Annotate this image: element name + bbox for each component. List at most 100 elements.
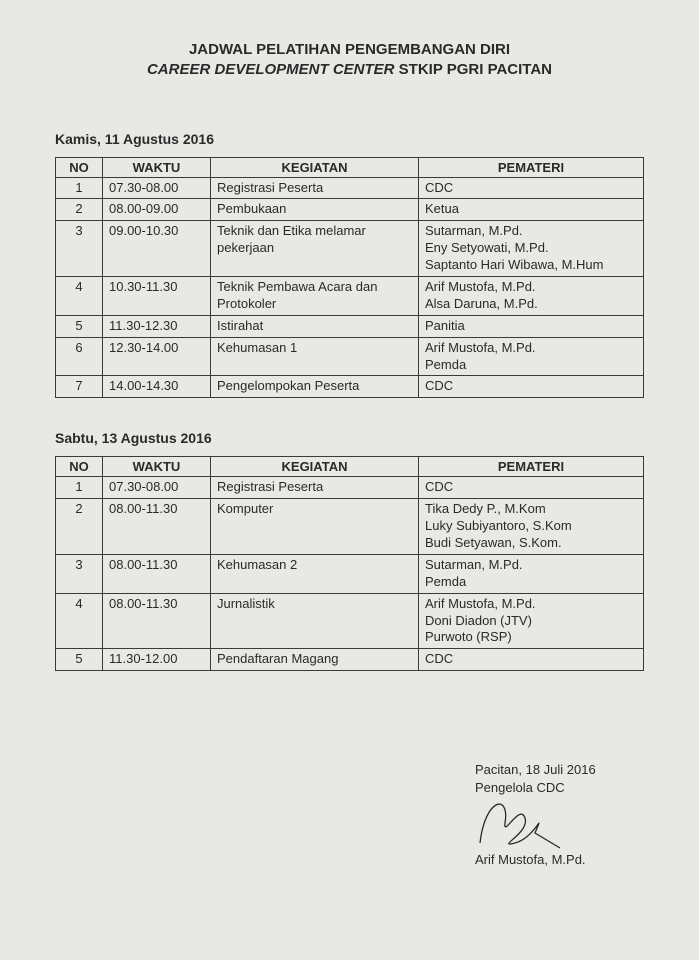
cell-waktu: 12.30-14.00 bbox=[103, 337, 211, 376]
cell-line: Jurnalistik bbox=[217, 596, 412, 613]
cell-line: Teknik dan Etika melamar bbox=[217, 223, 412, 240]
table-row: 208.00-09.00 Pembukaan Ketua bbox=[56, 199, 644, 221]
cell-line: CDC bbox=[425, 378, 637, 395]
cell-pemateri: CDC bbox=[419, 376, 644, 398]
day2-table: NO WAKTU KEGIATAN PEMATERI 107.30-08.00R… bbox=[55, 456, 644, 671]
col-kegiatan: KEGIATAN bbox=[211, 157, 419, 177]
table-row: 511.30-12.30 Istirahat Panitia bbox=[56, 315, 644, 337]
cell-line: Pemda bbox=[425, 357, 637, 374]
cell-no: 5 bbox=[56, 315, 103, 337]
cell-pemateri: Arif Mustofa, M.Pd.Pemda bbox=[419, 337, 644, 376]
cell-line: Protokoler bbox=[217, 296, 412, 313]
cell-line: Kehumasan 2 bbox=[217, 557, 412, 574]
cell-line: Tika Dedy P., M.Kom bbox=[425, 501, 637, 518]
cell-kegiatan: Teknik Pembawa Acara danProtokoler bbox=[211, 276, 419, 315]
cell-waktu: 10.30-11.30 bbox=[103, 276, 211, 315]
cell-no: 4 bbox=[56, 276, 103, 315]
cell-line: Kehumasan 1 bbox=[217, 340, 412, 357]
cell-waktu: 11.30-12.00 bbox=[103, 649, 211, 671]
cell-line: Arif Mustofa, M.Pd. bbox=[425, 596, 637, 613]
cell-waktu: 11.30-12.30 bbox=[103, 315, 211, 337]
cell-line: CDC bbox=[425, 180, 637, 197]
cell-waktu: 09.00-10.30 bbox=[103, 221, 211, 277]
cell-line: Luky Subiyantoro, S.Kom bbox=[425, 518, 637, 535]
cell-no: 1 bbox=[56, 477, 103, 499]
cell-line: Panitia bbox=[425, 318, 637, 335]
day2-date: Sabtu, 13 Agustus 2016 bbox=[55, 430, 644, 446]
cell-line: Istirahat bbox=[217, 318, 412, 335]
table-row: 107.30-08.00Registrasi PesertaCDC bbox=[56, 477, 644, 499]
col-kegiatan: KEGIATAN bbox=[211, 457, 419, 477]
signature-place-date: Pacitan, 18 Juli 2016 bbox=[475, 761, 644, 779]
table-row: 714.00-14.30 Pengelompokan Peserta CDC bbox=[56, 376, 644, 398]
table-row: 308.00-11.30Kehumasan 2Sutarman, M.Pd.Pe… bbox=[56, 554, 644, 593]
cell-kegiatan: Registrasi Peserta bbox=[211, 177, 419, 199]
cell-kegiatan: Pendaftaran Magang bbox=[211, 649, 419, 671]
table-row: 208.00-11.30KomputerTika Dedy P., M.KomL… bbox=[56, 499, 644, 555]
cell-no: 4 bbox=[56, 593, 103, 649]
cell-waktu: 14.00-14.30 bbox=[103, 376, 211, 398]
table-row: 612.30-14.00Kehumasan 1Arif Mustofa, M.P… bbox=[56, 337, 644, 376]
day2-tbody: 107.30-08.00Registrasi PesertaCDC208.00-… bbox=[56, 477, 644, 671]
cell-kegiatan: Kehumasan 1 bbox=[211, 337, 419, 376]
table-row: 410.30-11.30Teknik Pembawa Acara danProt… bbox=[56, 276, 644, 315]
col-waktu: WAKTU bbox=[103, 457, 211, 477]
cell-waktu: 08.00-11.30 bbox=[103, 554, 211, 593]
cell-line: pekerjaan bbox=[217, 240, 412, 257]
cell-waktu: 07.30-08.00 bbox=[103, 177, 211, 199]
cell-pemateri: Sutarman, M.Pd.Eny Setyowati, M.Pd.Sapta… bbox=[419, 221, 644, 277]
cell-pemateri: Panitia bbox=[419, 315, 644, 337]
cell-waktu: 08.00-09.00 bbox=[103, 199, 211, 221]
table-row: 408.00-11.30 Jurnalistik Arif Mustofa, M.P… bbox=[56, 593, 644, 649]
title-line-1: JADWAL PELATIHAN PENGEMBANGAN DIRI bbox=[55, 40, 644, 60]
cell-line: Komputer bbox=[217, 501, 412, 518]
cell-pemateri: Ketua bbox=[419, 199, 644, 221]
signature-space bbox=[475, 796, 644, 851]
cell-line: Pembukaan bbox=[217, 201, 412, 218]
cell-line: Ketua bbox=[425, 201, 637, 218]
col-waktu: WAKTU bbox=[103, 157, 211, 177]
cell-pemateri: CDC bbox=[419, 477, 644, 499]
table-row: 107.30-08.00Registrasi PesertaCDC bbox=[56, 177, 644, 199]
day1-tbody: 107.30-08.00Registrasi PesertaCDC208.00-… bbox=[56, 177, 644, 398]
cell-no: 2 bbox=[56, 199, 103, 221]
cell-kegiatan: Jurnalistik bbox=[211, 593, 419, 649]
signature-scribble-icon bbox=[465, 788, 575, 858]
cell-pemateri: Arif Mustofa, M.Pd.Doni Diadon (JTV)Purw… bbox=[419, 593, 644, 649]
cell-line: Pengelompokan Peserta bbox=[217, 378, 412, 395]
title-line-2: CAREER DEVELOPMENT CENTER STKIP PGRI PAC… bbox=[55, 60, 644, 80]
signature-block: Pacitan, 18 Juli 2016 Pengelola CDC Arif… bbox=[475, 761, 644, 869]
document-page: JADWAL PELATIHAN PENGEMBANGAN DIRI CAREE… bbox=[0, 0, 699, 899]
cell-line: Pendaftaran Magang bbox=[217, 651, 412, 668]
cell-kegiatan: Pembukaan bbox=[211, 199, 419, 221]
cell-waktu: 08.00-11.30 bbox=[103, 499, 211, 555]
cell-no: 7 bbox=[56, 376, 103, 398]
cell-waktu: 08.00-11.30 bbox=[103, 593, 211, 649]
col-no: NO bbox=[56, 457, 103, 477]
cell-pemateri: Arif Mustofa, M.Pd.Alsa Daruna, M.Pd. bbox=[419, 276, 644, 315]
cell-no: 5 bbox=[56, 649, 103, 671]
cell-line: Alsa Daruna, M.Pd. bbox=[425, 296, 637, 313]
cell-line: Registrasi Peserta bbox=[217, 180, 412, 197]
title-block: JADWAL PELATIHAN PENGEMBANGAN DIRI CAREE… bbox=[55, 40, 644, 81]
table-header-row: NO WAKTU KEGIATAN PEMATERI bbox=[56, 157, 644, 177]
cell-waktu: 07.30-08.00 bbox=[103, 477, 211, 499]
col-pemateri: PEMATERI bbox=[419, 457, 644, 477]
cell-line: Saptanto Hari Wibawa, M.Hum bbox=[425, 257, 637, 274]
cell-kegiatan: Teknik dan Etika melamarpekerjaan bbox=[211, 221, 419, 277]
table-row: 511.30-12.00 Pendaftaran Magang CDC bbox=[56, 649, 644, 671]
cell-kegiatan: Pengelompokan Peserta bbox=[211, 376, 419, 398]
cell-kegiatan: Komputer bbox=[211, 499, 419, 555]
cell-line: CDC bbox=[425, 651, 637, 668]
title-rest: STKIP PGRI PACITAN bbox=[395, 61, 553, 78]
cell-line: CDC bbox=[425, 479, 637, 496]
cell-line: Doni Diadon (JTV) bbox=[425, 613, 637, 630]
cell-line: Sutarman, M.Pd. bbox=[425, 557, 637, 574]
col-pemateri: PEMATERI bbox=[419, 157, 644, 177]
cell-no: 3 bbox=[56, 221, 103, 277]
cell-line: Arif Mustofa, M.Pd. bbox=[425, 279, 637, 296]
day1-table: NO WAKTU KEGIATAN PEMATERI 107.30-08.00R… bbox=[55, 157, 644, 399]
cell-no: 3 bbox=[56, 554, 103, 593]
cell-line: Budi Setyawan, S.Kom. bbox=[425, 535, 637, 552]
cell-pemateri: CDC bbox=[419, 177, 644, 199]
